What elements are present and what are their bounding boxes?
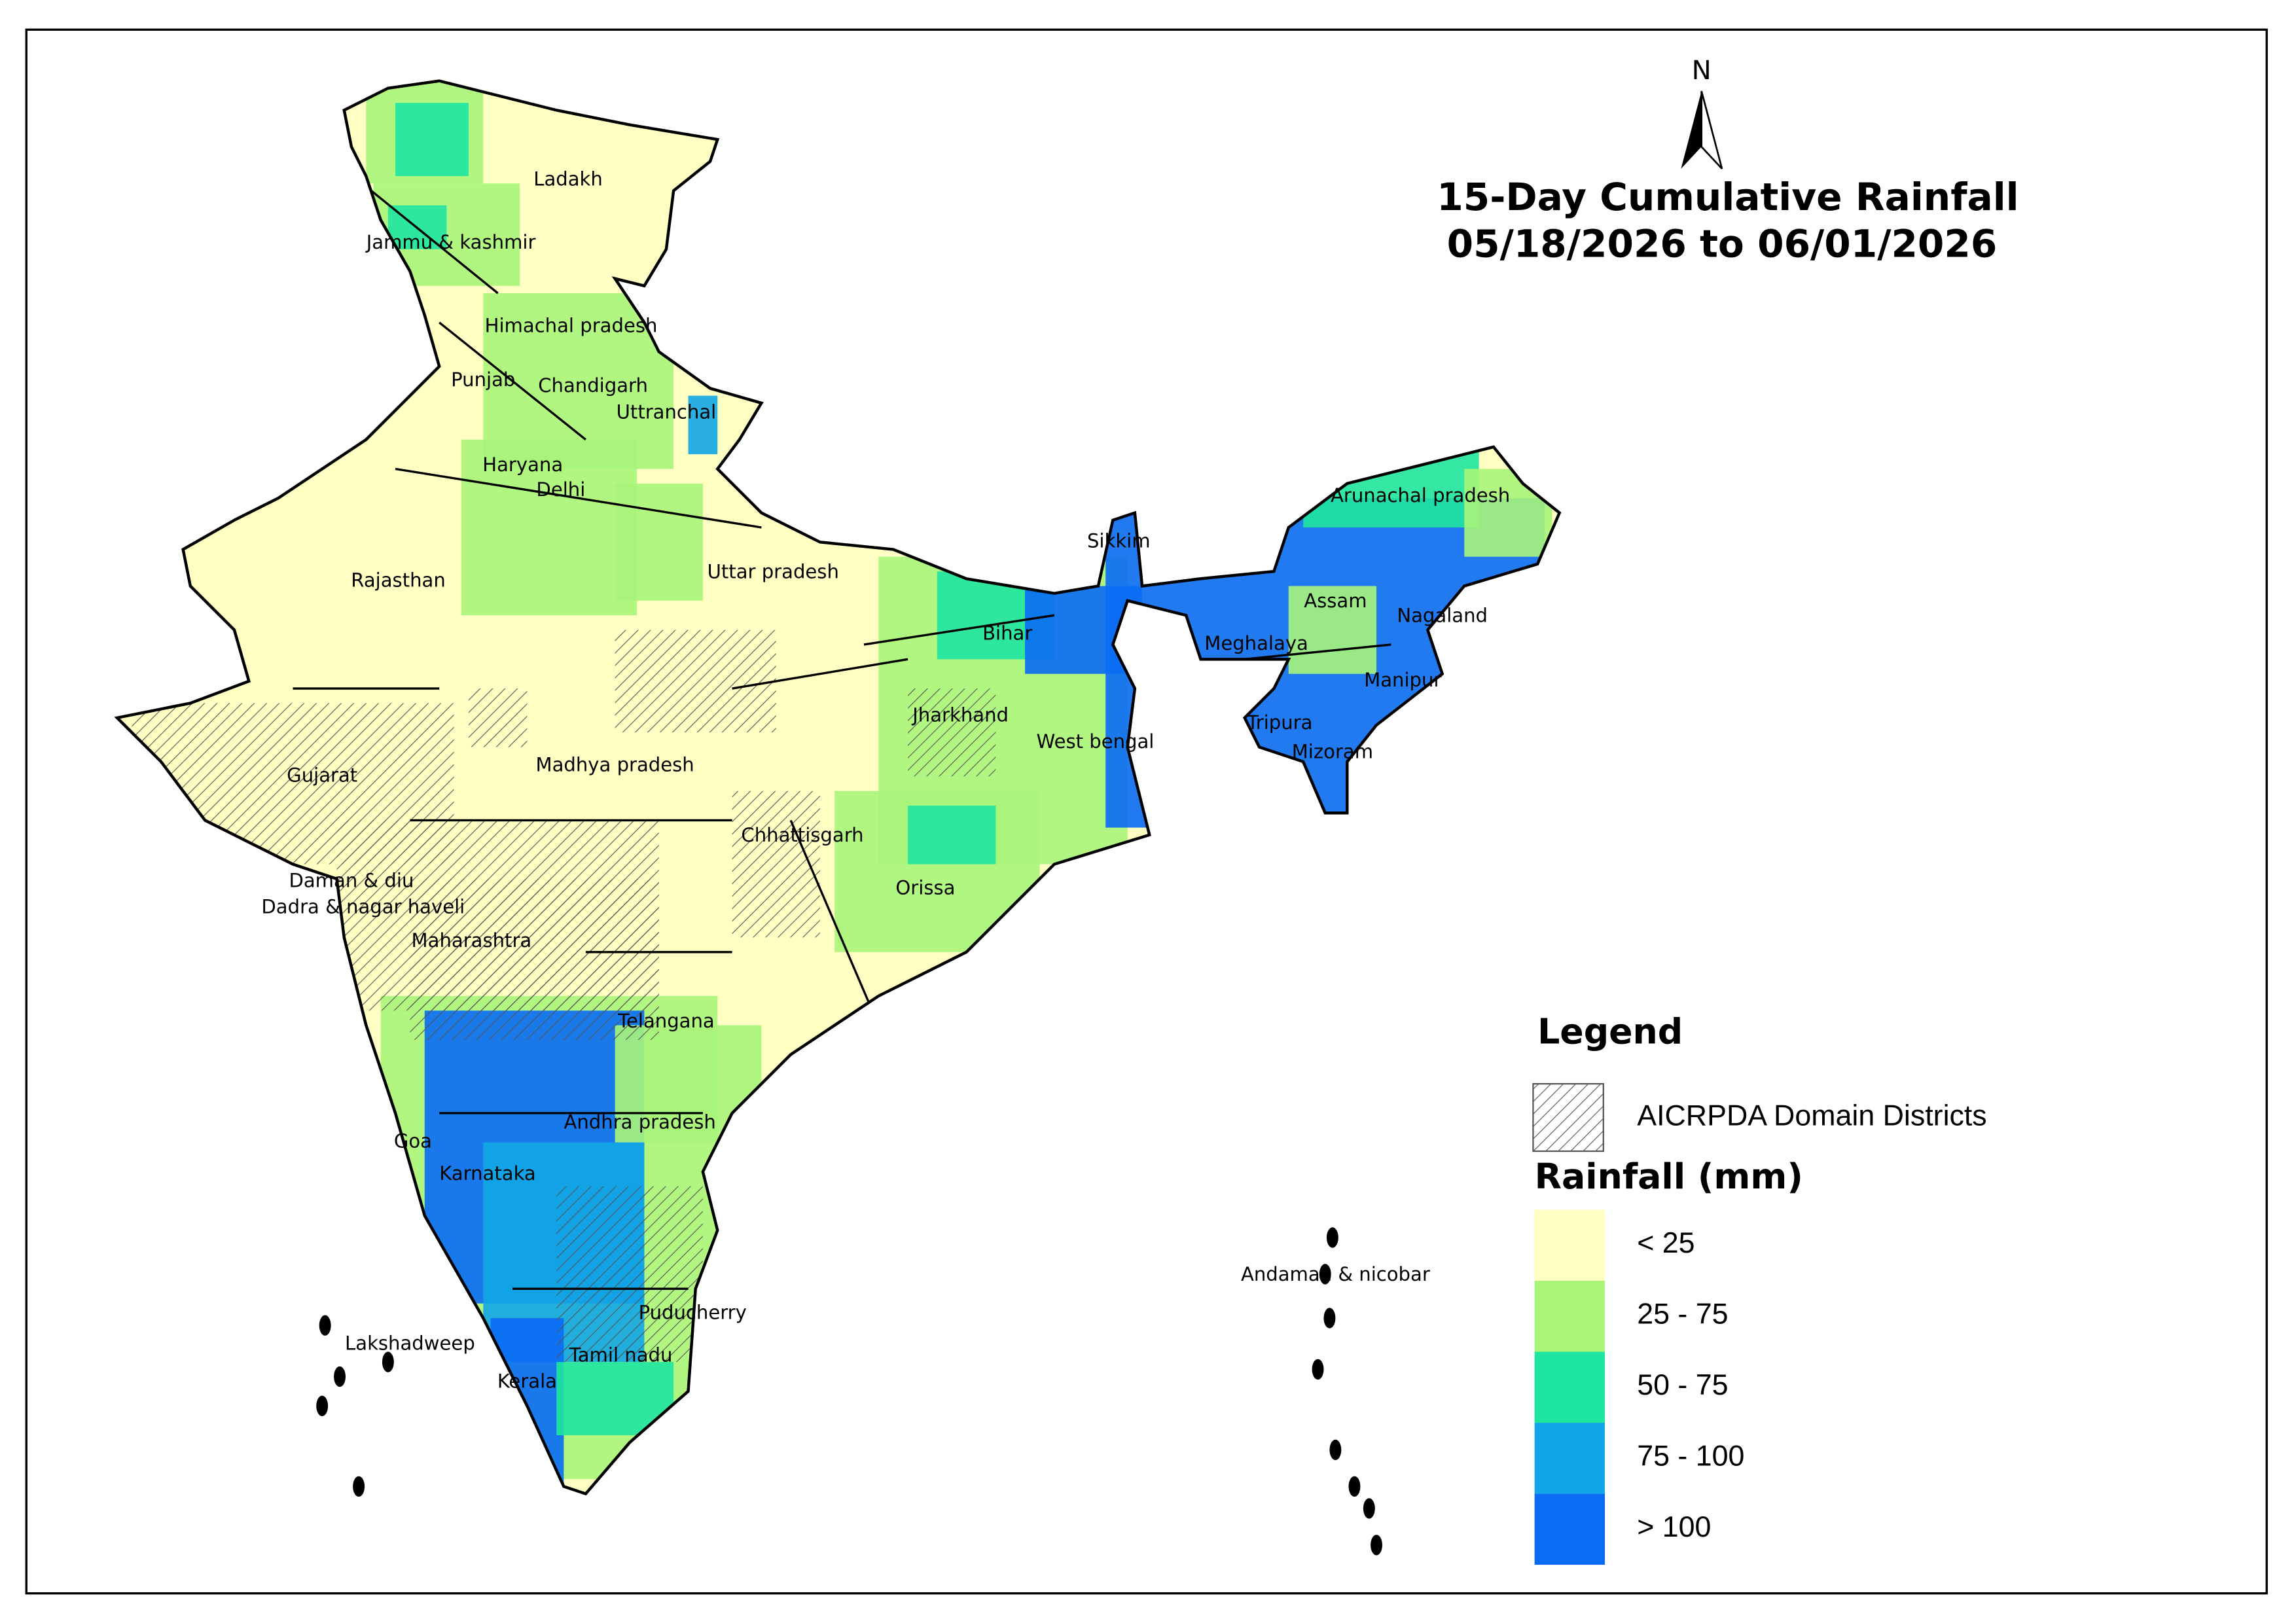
legend-swatch: [1534, 1423, 1605, 1494]
state-border: [395, 467, 762, 529]
legend-label: < 25: [1637, 1226, 1695, 1259]
legend-label: 50 - 75: [1637, 1368, 1728, 1401]
region-label: Mizoram: [1292, 741, 1373, 763]
legend-swatch: [1534, 1351, 1605, 1423]
region-label: Arunachal pradesh: [1331, 484, 1510, 507]
island: [353, 1476, 365, 1497]
domain-hatch: [410, 878, 659, 1041]
island: [1323, 1308, 1336, 1329]
island: [1326, 1227, 1338, 1248]
island: [382, 1351, 394, 1372]
region-label: Andhra pradesh: [564, 1111, 715, 1133]
legend-swatch: [1534, 1281, 1605, 1352]
legend-label: 75 - 100: [1637, 1440, 1744, 1472]
rain-cell: [461, 439, 637, 616]
domain-hatch: [556, 1186, 703, 1363]
legend-label: 25 - 75: [1637, 1298, 1728, 1330]
island: [319, 1315, 331, 1336]
region-label: Bihar: [982, 622, 1032, 644]
legend-swatch: [1534, 1209, 1605, 1281]
island: [1348, 1476, 1361, 1497]
domain-hatch: [908, 688, 996, 777]
domain-hatch: [468, 688, 528, 747]
island: [334, 1366, 346, 1387]
region-label: Delhi: [536, 478, 585, 501]
region-label: Dadra & nagar haveli: [261, 896, 465, 918]
region-label: Madhya pradesh: [536, 754, 694, 776]
rain-cell: [908, 806, 996, 865]
island: [1329, 1439, 1342, 1461]
region-label: Orissa: [895, 877, 955, 899]
region-label: Assam: [1304, 590, 1367, 612]
rain-cell: [688, 395, 718, 455]
region-label: Uttar pradesh: [708, 560, 839, 582]
region-label: Haryana: [482, 454, 563, 476]
state-border: [789, 819, 880, 1026]
region-label: Rajasthan: [351, 569, 446, 592]
state-border: [732, 658, 908, 690]
region-label: Jharkhand: [911, 704, 1009, 726]
north-label: N: [1692, 56, 1712, 86]
region-label: Karnataka: [439, 1162, 535, 1185]
legend-classes: < 25 25 - 75 50 - 75 75 - 100 > 100: [1534, 1209, 1744, 1565]
region-label: Goa: [394, 1130, 432, 1152]
region-label: Uttranchal: [617, 401, 717, 423]
region-label: Chandigarh: [538, 374, 648, 397]
title: 15-Day Cumulative Rainfall: [1437, 175, 2018, 219]
state-border: [863, 614, 1055, 646]
region-label: Maharashtra: [412, 929, 532, 952]
domain-hatch: [732, 791, 820, 938]
legend-label: > 100: [1637, 1510, 1711, 1543]
region-label: Andaman & nicobar: [1241, 1263, 1430, 1285]
island: [1319, 1264, 1331, 1285]
rainfall-title: Rainfall (mm): [1535, 1156, 1803, 1197]
region-label: West bengal: [1037, 730, 1155, 753]
state-border: [439, 321, 586, 441]
region-label: Chhattisgarh: [741, 824, 863, 846]
region-label: Nagaland: [1397, 604, 1488, 626]
island: [1371, 1535, 1382, 1556]
rain-cell: [615, 483, 703, 601]
rain-cell: [1288, 586, 1377, 674]
region-label: Ladakh: [533, 168, 603, 190]
island: [316, 1395, 329, 1416]
rain-cell: [395, 103, 469, 177]
legend-title: Legend: [1537, 1011, 1683, 1052]
region-label: Manipur: [1364, 669, 1441, 691]
hatch-swatch: [1532, 1083, 1604, 1152]
region-label: Gujarat: [287, 764, 357, 786]
region-label: Puducherry: [639, 1301, 747, 1323]
legend-swatch: [1534, 1493, 1605, 1565]
island: [1312, 1359, 1324, 1380]
region-label: Lakshadweep: [345, 1332, 475, 1354]
north-arrow: N: [1681, 56, 1723, 169]
region-label: Jammu & kashmir: [365, 231, 536, 253]
region-label: Sikkim: [1087, 529, 1151, 552]
region-label: Telangana: [617, 1010, 715, 1032]
region-label: Meghalaya: [1204, 632, 1308, 654]
region-label: Kerala: [497, 1370, 557, 1393]
region-label: Punjab: [451, 368, 515, 391]
region-label: Daman & diu: [289, 869, 414, 891]
india-outline: [114, 79, 1562, 1496]
state-border: [1244, 643, 1391, 660]
hatch-label: AICRPDA Domain Districts: [1637, 1099, 1986, 1132]
domain-hatch: [615, 630, 776, 733]
region-label: Tamil nadu: [569, 1344, 673, 1366]
island: [1363, 1498, 1375, 1519]
region-label: Himachal pradesh: [485, 314, 658, 336]
subtitle: 05/18/2026 to 06/01/2026: [1447, 222, 1998, 266]
region-label: Tripura: [1246, 711, 1312, 734]
